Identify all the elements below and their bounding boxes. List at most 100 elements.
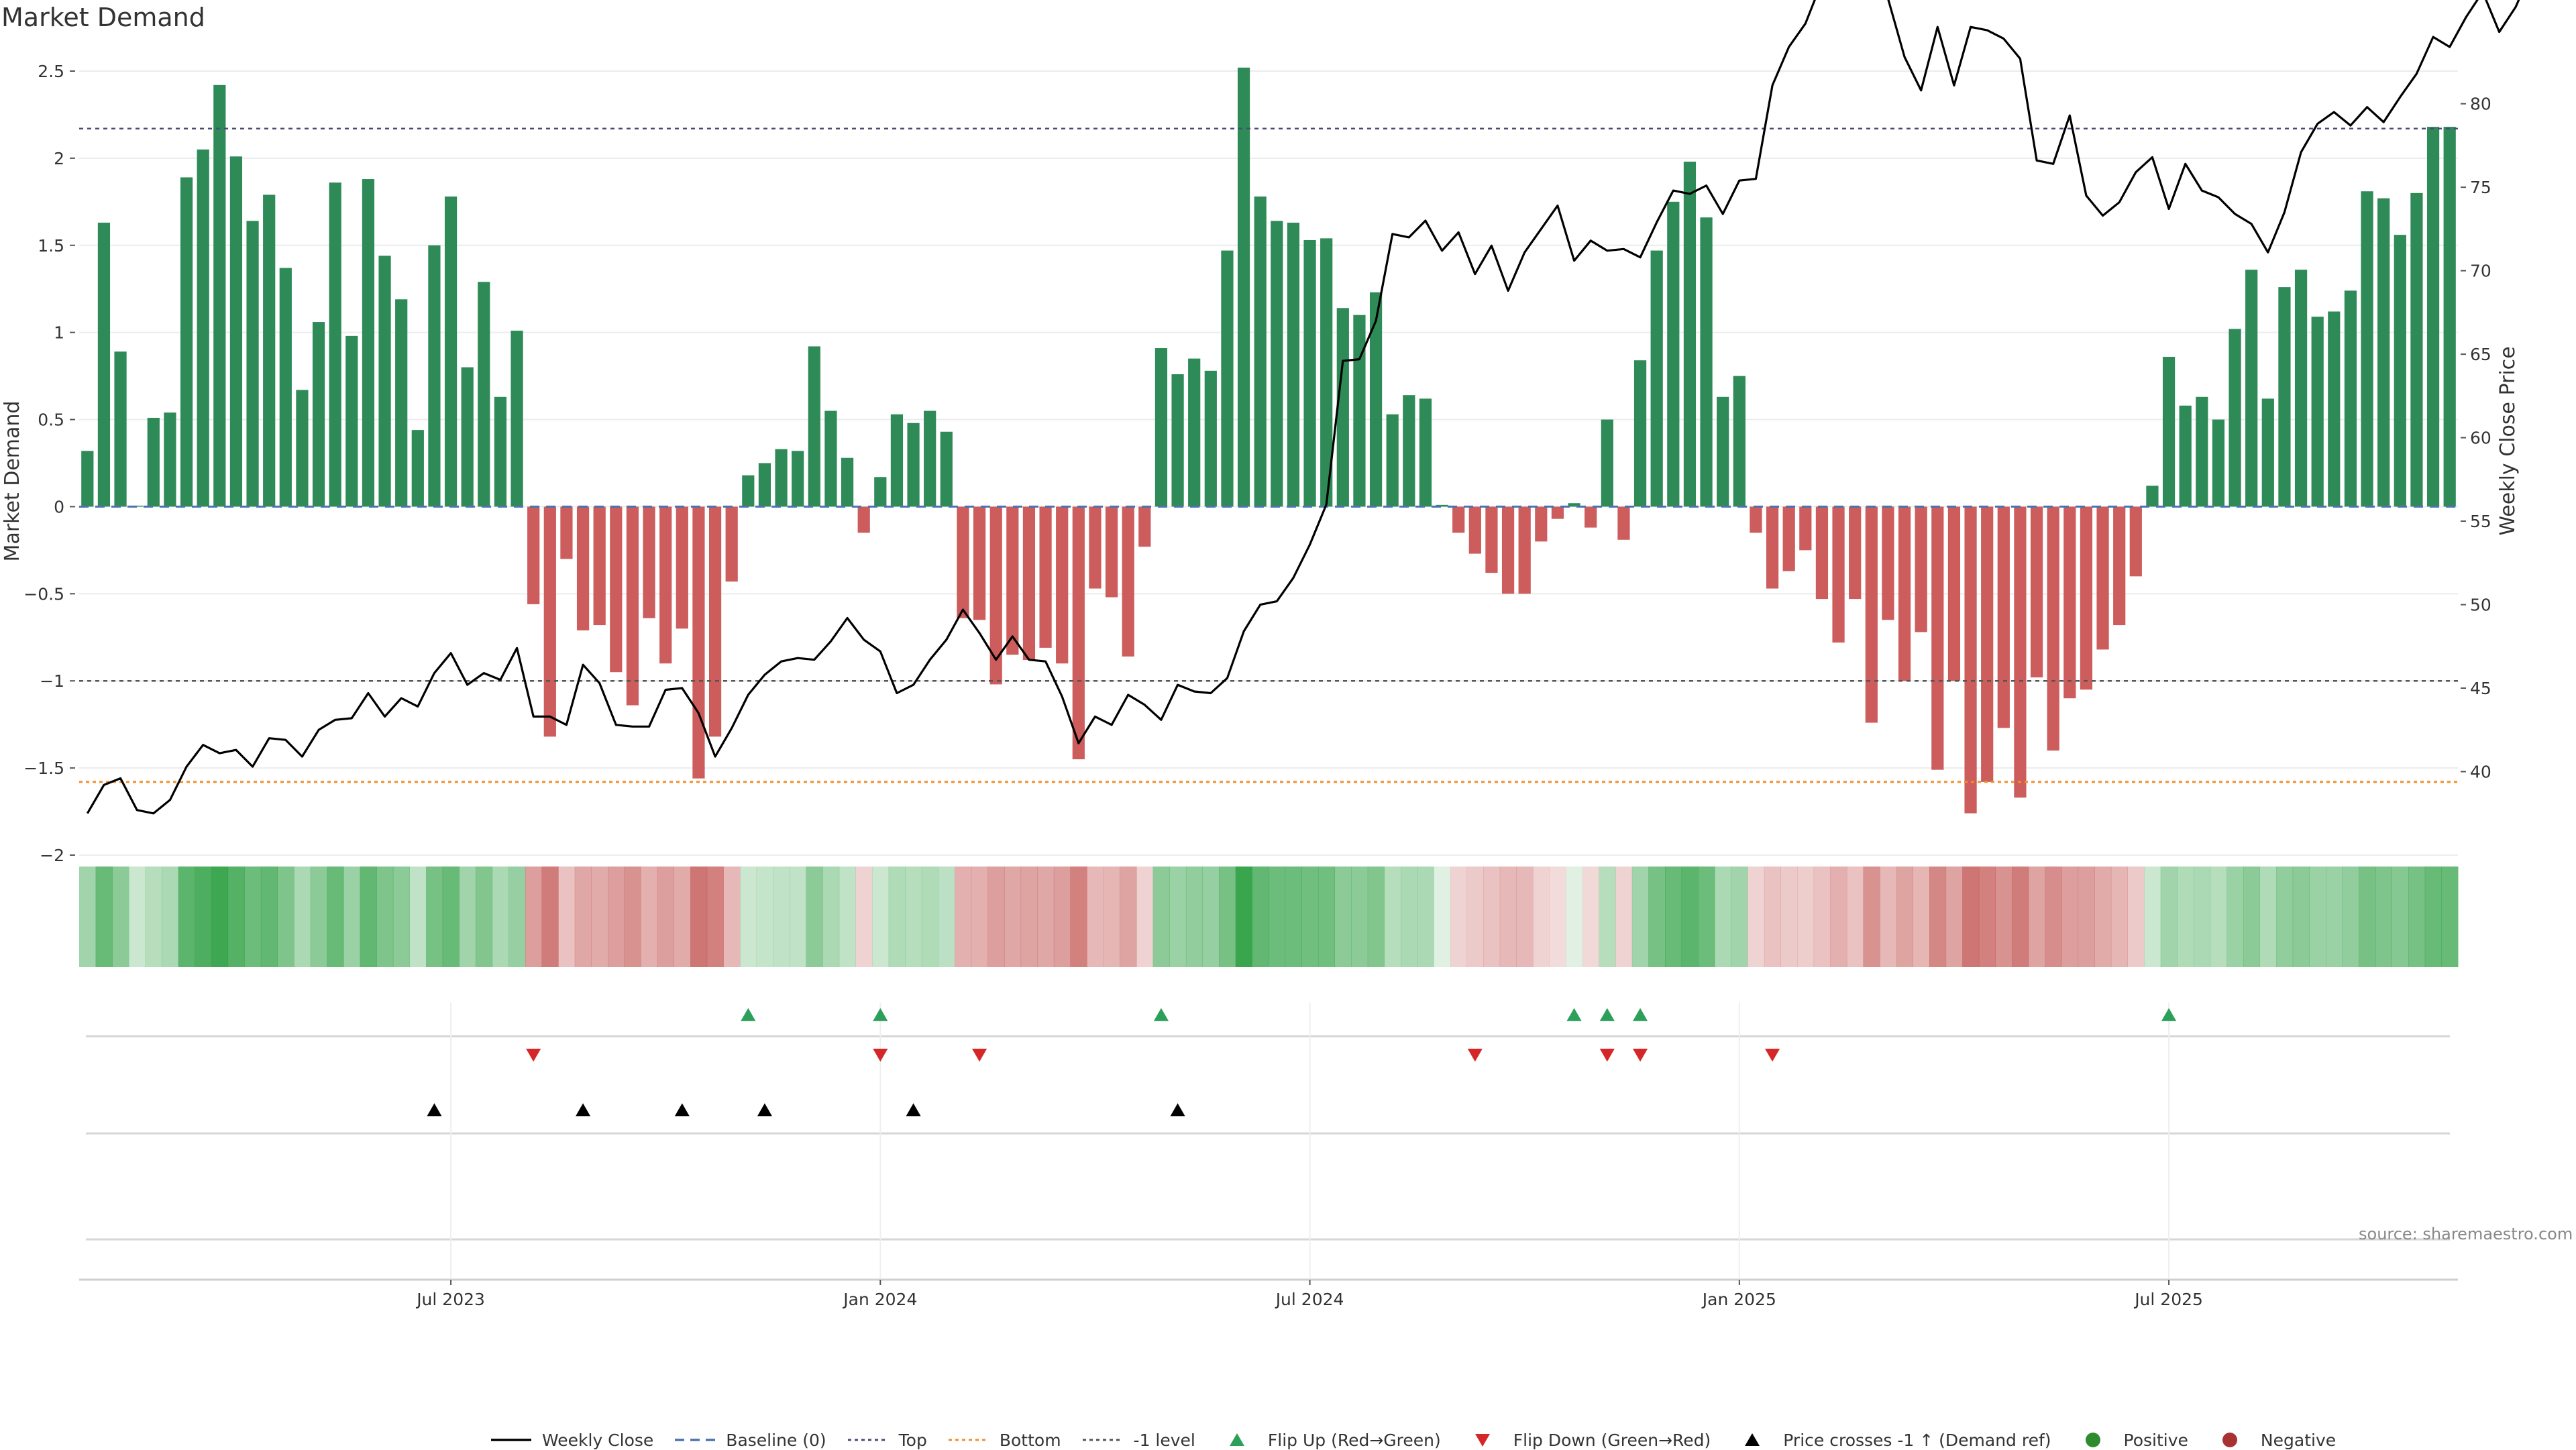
- baseline-icon: [674, 1430, 716, 1450]
- heat-cell: [888, 867, 906, 967]
- demand-bar: [1782, 506, 1795, 571]
- demand-bar: [329, 182, 341, 507]
- heat-cell: [2028, 867, 2045, 967]
- demand-bar: [1815, 506, 1829, 600]
- demand-bar: [725, 506, 738, 582]
- y2-axis-title: Weekly Close Price: [2496, 346, 2520, 535]
- heat-cell: [1202, 867, 1220, 967]
- demand-bar: [1138, 506, 1151, 547]
- heat-cell: [1037, 867, 1055, 967]
- heat-cell: [690, 867, 708, 967]
- heat-cell: [1318, 867, 1335, 967]
- flip-up-marker: [1153, 1008, 1169, 1021]
- demand-bar: [1271, 221, 1283, 507]
- heat-cell: [1450, 867, 1467, 967]
- y-tick-label: 0: [54, 497, 64, 516]
- demand-bar: [2278, 287, 2291, 507]
- heat-cell: [1714, 867, 1731, 967]
- heat-cell: [1219, 867, 1236, 967]
- flip-up-marker: [873, 1008, 888, 1021]
- demand-bar: [1221, 250, 1234, 507]
- demand-bar: [643, 506, 655, 618]
- flip-up-marker: [2161, 1008, 2177, 1021]
- heat-cell: [310, 867, 327, 967]
- demand-bar: [1799, 506, 1812, 551]
- legend-item-negative: Negative: [2208, 1430, 2336, 1450]
- heat-cell: [558, 867, 576, 967]
- demand-bar: [1403, 395, 1415, 507]
- demand-bar: [2377, 198, 2390, 507]
- demand-bar: [428, 245, 441, 507]
- demand-bar: [1237, 67, 1250, 507]
- price-cross-marker: [757, 1103, 772, 1117]
- heat-cell: [1053, 867, 1071, 967]
- y-tick-label: −2: [40, 846, 64, 865]
- heat-cell: [343, 867, 361, 967]
- heat-cell: [128, 867, 146, 967]
- demand-bar: [1700, 217, 1713, 507]
- demand-bar: [1485, 506, 1498, 573]
- flip-up-marker: [1599, 1008, 1615, 1021]
- demand-bar: [1204, 370, 1217, 507]
- heat-cell: [244, 867, 262, 967]
- demand-bar: [1733, 376, 1746, 507]
- flip-up-marker: [741, 1008, 756, 1021]
- heat-cell: [1103, 867, 1120, 967]
- demand-bar: [1436, 504, 1448, 507]
- legend-label: Bottom: [999, 1430, 1061, 1450]
- heat-cell: [2226, 867, 2244, 967]
- flip-down-marker: [1599, 1048, 1615, 1062]
- heat-cell: [327, 867, 344, 967]
- demand-bar: [2443, 127, 2456, 507]
- heat-cell: [773, 867, 790, 967]
- heat-cell: [2094, 867, 2112, 967]
- heat-cell: [294, 867, 311, 967]
- heat-cell: [624, 867, 641, 967]
- demand-bar: [1849, 506, 1862, 600]
- demand-bar: [362, 179, 375, 507]
- heat-cell: [227, 867, 245, 967]
- heat-cell: [2342, 867, 2359, 967]
- heat-cell: [1863, 867, 1880, 967]
- heat-cell: [360, 867, 377, 967]
- demand-bar: [808, 346, 820, 507]
- demand-bar: [411, 430, 424, 507]
- demand-bar: [378, 256, 391, 507]
- price-cross-marker: [1170, 1103, 1185, 1117]
- demand-bar: [2014, 506, 2027, 798]
- demand-bar: [2113, 506, 2126, 626]
- legend-label: -1 level: [1133, 1430, 1195, 1450]
- heat-cell: [79, 867, 97, 967]
- demand-bar: [1947, 506, 1961, 681]
- y2-tick-label: 65: [2470, 345, 2491, 364]
- y2-tick-label: 70: [2470, 262, 2491, 281]
- y-tick-label: 1.5: [38, 236, 64, 256]
- heat-cell: [1913, 867, 1930, 967]
- heat-cell: [1681, 867, 1699, 967]
- heat-cell: [2309, 867, 2326, 967]
- heat-cell: [1549, 867, 1566, 967]
- heat-cell: [541, 867, 559, 967]
- demand-bar: [1931, 506, 1944, 770]
- heat-cell: [1152, 867, 1170, 967]
- heat-cell: [2292, 867, 2310, 967]
- heat-cell: [2110, 867, 2128, 967]
- heat-cell: [459, 867, 476, 967]
- demand-bar: [775, 449, 788, 507]
- demand-bar: [610, 506, 623, 673]
- heat-cell: [508, 867, 526, 967]
- legend-item-minus1: -1 level: [1081, 1430, 1195, 1450]
- heat-cell: [1846, 867, 1864, 967]
- heat-cell: [2127, 867, 2145, 967]
- heat-cell: [723, 867, 741, 967]
- heat-cell: [2392, 867, 2409, 967]
- heat-cell: [1582, 867, 1599, 967]
- legend-item-positive: Positive: [2072, 1430, 2188, 1450]
- heat-cell: [492, 867, 509, 967]
- heat-cell: [1995, 867, 2012, 967]
- heat-cell: [426, 867, 443, 967]
- y2-tick-label: 50: [2470, 596, 2491, 615]
- heat-cell: [2045, 867, 2062, 967]
- heat-cell: [905, 867, 922, 967]
- demand-bar: [1468, 506, 1481, 554]
